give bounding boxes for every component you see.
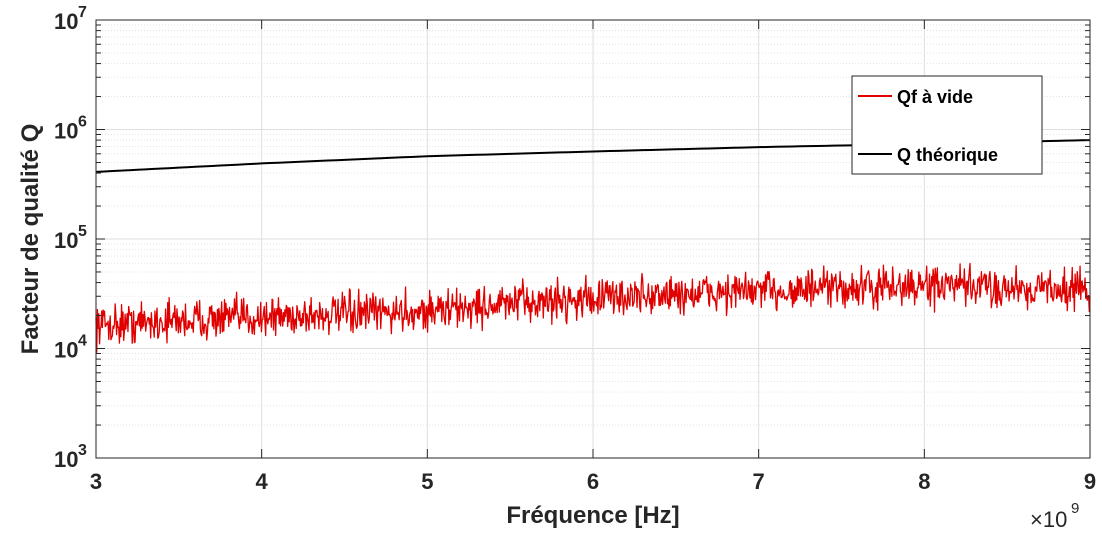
y-tick-label-exponent: 5 <box>78 223 87 240</box>
x-tick-label: 5 <box>421 469 433 494</box>
x-multiplier: ×10 9 <box>1030 500 1079 532</box>
x-multiplier-base: ×10 <box>1030 507 1067 532</box>
x-tick-label: 4 <box>256 469 269 494</box>
legend-label-qf: Qf à vide <box>897 87 973 107</box>
y-tick-label-exponent: 3 <box>78 442 87 459</box>
x-tick-labels: 3 4 5 6 7 8 9 <box>90 469 1096 494</box>
y-tick-label-exponent: 6 <box>78 114 87 131</box>
y-tick-label: 10 <box>54 447 78 472</box>
x-tick-label: 3 <box>90 469 102 494</box>
x-tick-label: 6 <box>587 469 599 494</box>
y-tick-label-exponent: 4 <box>78 333 87 350</box>
y-tick-label: 10 <box>54 119 78 144</box>
x-multiplier-exponent: 9 <box>1071 500 1079 517</box>
legend: Qf à vide Q théorique <box>851 75 1043 175</box>
ticks-layer <box>95 19 1091 459</box>
x-tick-label: 8 <box>918 469 930 494</box>
x-tick-label: 9 <box>1084 469 1096 494</box>
x-tick-label: 7 <box>753 469 765 494</box>
y-tick-label: 10 <box>54 338 78 363</box>
x-axis-label: Fréquence [Hz] <box>506 502 679 529</box>
y-tick-label: 10 <box>54 228 78 253</box>
y-tick-label-exponent: 7 <box>78 4 87 21</box>
y-tick-label: 10 <box>54 9 78 34</box>
legend-label-qtheo: Q théorique <box>897 145 998 165</box>
y-axis-label: Facteur de qualité Q <box>17 124 44 355</box>
legend-box <box>851 75 1043 175</box>
series-line-qf-a-vide <box>95 262 1091 353</box>
